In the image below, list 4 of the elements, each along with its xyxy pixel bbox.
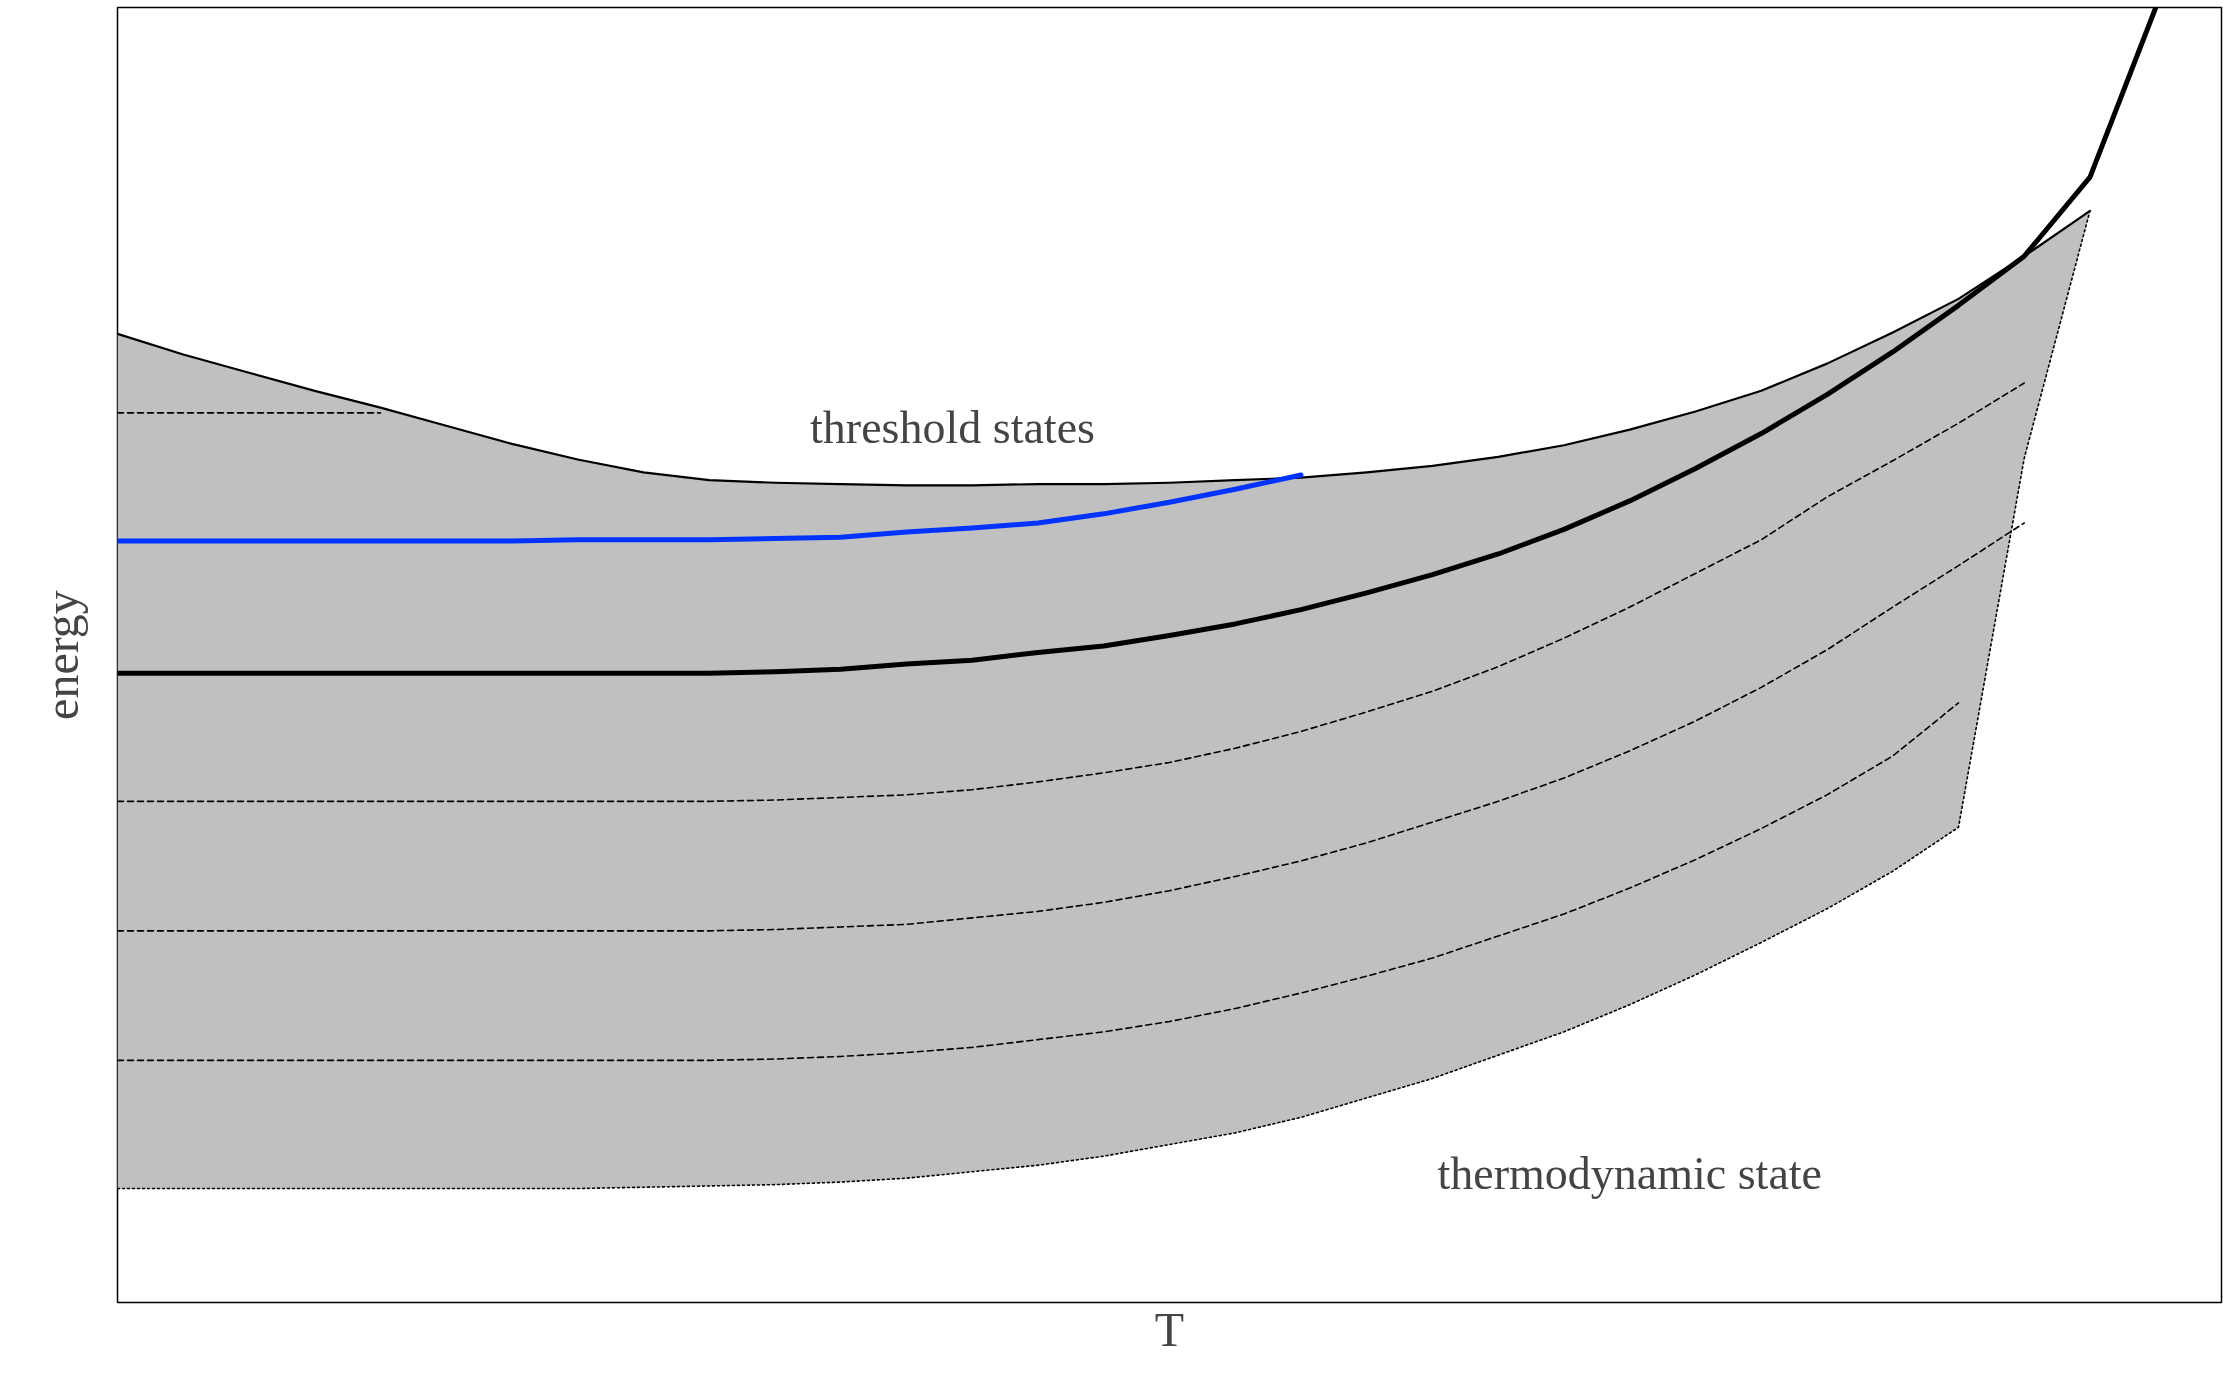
y-axis-title: energy	[34, 590, 88, 720]
annotation: threshold states	[810, 401, 1095, 453]
annotation: thermodynamic state	[1437, 1147, 1823, 1199]
x-axis-title: T	[1154, 1302, 1185, 1356]
